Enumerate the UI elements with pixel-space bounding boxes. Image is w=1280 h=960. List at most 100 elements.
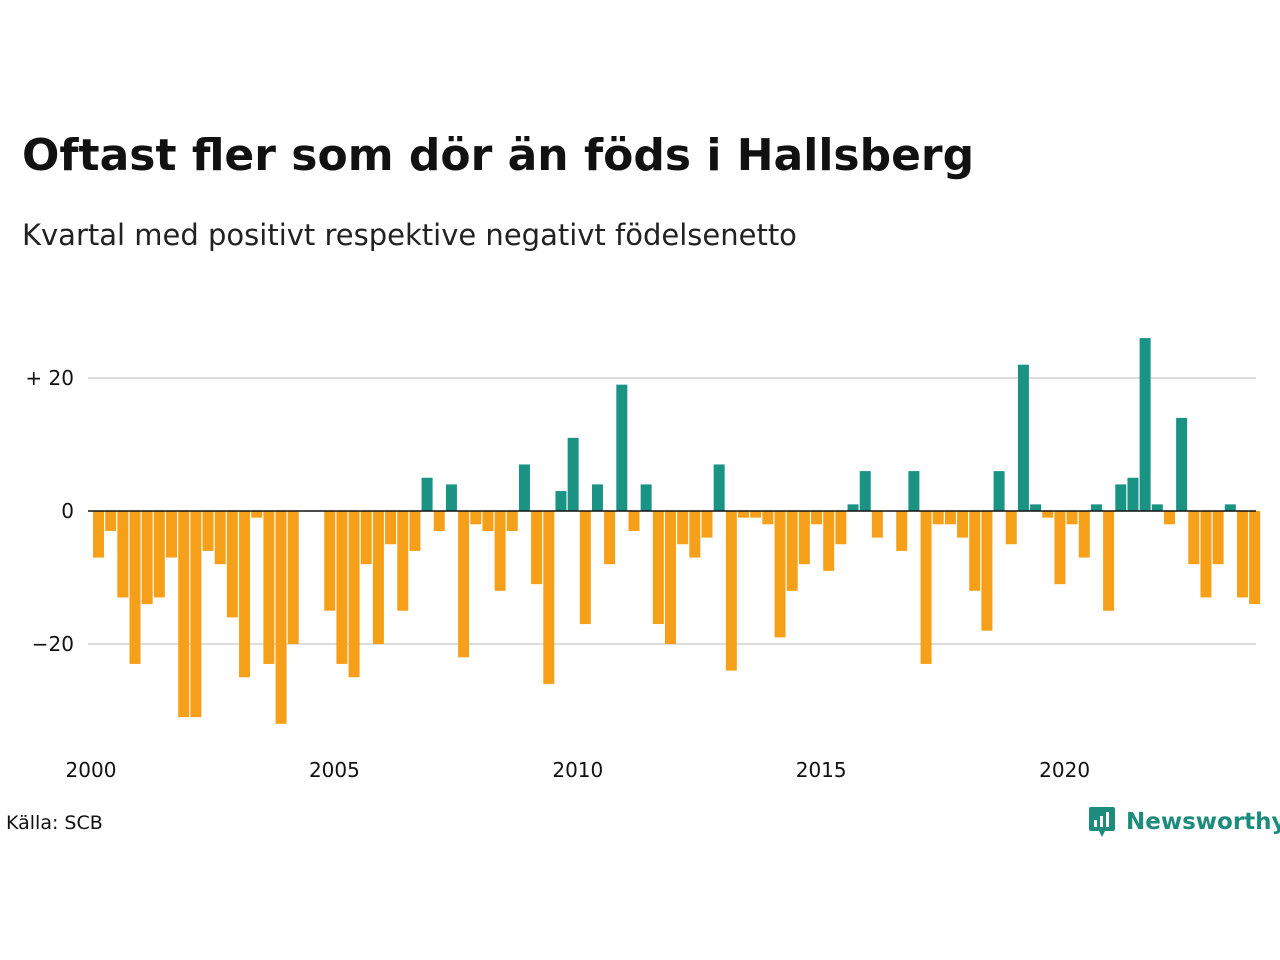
y-tick-label: −20 [32,632,74,656]
bar-positive [713,464,725,511]
bar-positive [1030,504,1042,511]
bar-positive [445,484,457,511]
bar-positive [421,477,433,511]
chart-title: Oftast fler som dör än föds i Hallsberg [22,130,975,181]
bar-negative [944,511,956,525]
bar-negative [871,511,883,538]
bar-negative [543,511,555,684]
bar-negative [798,511,810,565]
bar-negative [738,511,750,518]
bar-positive [616,384,628,511]
bar-negative [433,511,445,531]
bar-negative [701,511,713,538]
bar-negative [458,511,470,658]
bar-negative [336,511,348,664]
bar-negative [482,511,494,531]
bar-negative [1103,511,1115,611]
bar-negative [372,511,384,644]
bar-positive [908,471,920,511]
axis-layer: + 20 0 −20 2000 2005 2010 2015 2020 [25,366,1256,782]
y-tick-label: + 20 [25,366,74,390]
bar-negative [397,511,409,611]
bar-positive [847,504,859,511]
bar-layer [93,338,1261,724]
bar-negative [178,511,190,718]
bar-negative [786,511,798,591]
bar-positive [555,491,567,511]
bar-positive [1017,364,1029,511]
brand-name: Newsworthy [1126,809,1280,835]
bar-negative [506,511,518,531]
source-note: Källa: SCB [6,812,103,834]
bar-negative [981,511,993,631]
bar-negative [385,511,397,545]
bar-negative [494,511,506,591]
bar-negative [762,511,774,525]
bar-negative [725,511,737,671]
bar-negative [190,511,202,718]
bar-negative [117,511,129,598]
bar-positive [567,437,579,511]
bar-negative [348,511,360,678]
bar-negative [677,511,689,545]
bar-positive [993,471,1005,511]
bar-negative [1249,511,1261,605]
bar-negative [153,511,165,598]
bar-negative [1163,511,1175,525]
bar-positive [1151,504,1163,511]
bar-negative [1042,511,1054,518]
bar-negative [932,511,944,525]
x-tick-label: 2000 [66,758,117,782]
bar-negative [141,511,153,605]
newsworthy-logo-icon [1089,807,1115,837]
bar-negative [689,511,701,558]
bar-negative [604,511,616,565]
x-tick-label: 2020 [1039,758,1090,782]
bar-negative [1054,511,1066,585]
x-tick-label: 2005 [309,758,360,782]
bar-negative [360,511,372,565]
bar-negative [1236,511,1248,598]
bar-negative [750,511,762,518]
bar-negative [811,511,823,525]
bar-negative [324,511,336,611]
bar-positive [591,484,603,511]
bar-positive [1090,504,1102,511]
bar-negative [664,511,676,644]
brand-logo[interactable]: Newsworthy [1088,804,1280,840]
bar-positive [859,471,871,511]
bar-negative [823,511,835,571]
bar-negative [652,511,664,625]
bar-positive [1115,484,1127,511]
bar-positive [1176,417,1188,511]
bar-positive [1224,504,1236,511]
bar-negative [470,511,482,525]
bar-negative [969,511,981,591]
bar-negative [896,511,908,551]
bar-negative [226,511,238,618]
bar-negative [214,511,226,565]
bar-negative [1005,511,1017,545]
x-tick-label: 2015 [796,758,847,782]
bar-positive [1127,477,1139,511]
bar-negative [628,511,640,531]
bar-negative [105,511,117,531]
bar-negative [1212,511,1224,565]
bar-negative [409,511,421,551]
chart-subtitle: Kvartal med positivt respektive negativt… [22,218,797,252]
bar-negative [579,511,591,625]
bar-negative [93,511,104,558]
y-tick-label: 0 [61,499,74,523]
bar-positive [518,464,530,511]
bar-positive [640,484,652,511]
bar-negative [251,511,263,518]
bar-negative [263,511,275,664]
bar-negative [774,511,786,638]
bar-negative [920,511,932,664]
bar-negative [287,511,299,644]
bar-negative [1078,511,1090,558]
bar-negative [1188,511,1200,565]
bar-negative [166,511,178,558]
bar-positive [1139,338,1151,511]
